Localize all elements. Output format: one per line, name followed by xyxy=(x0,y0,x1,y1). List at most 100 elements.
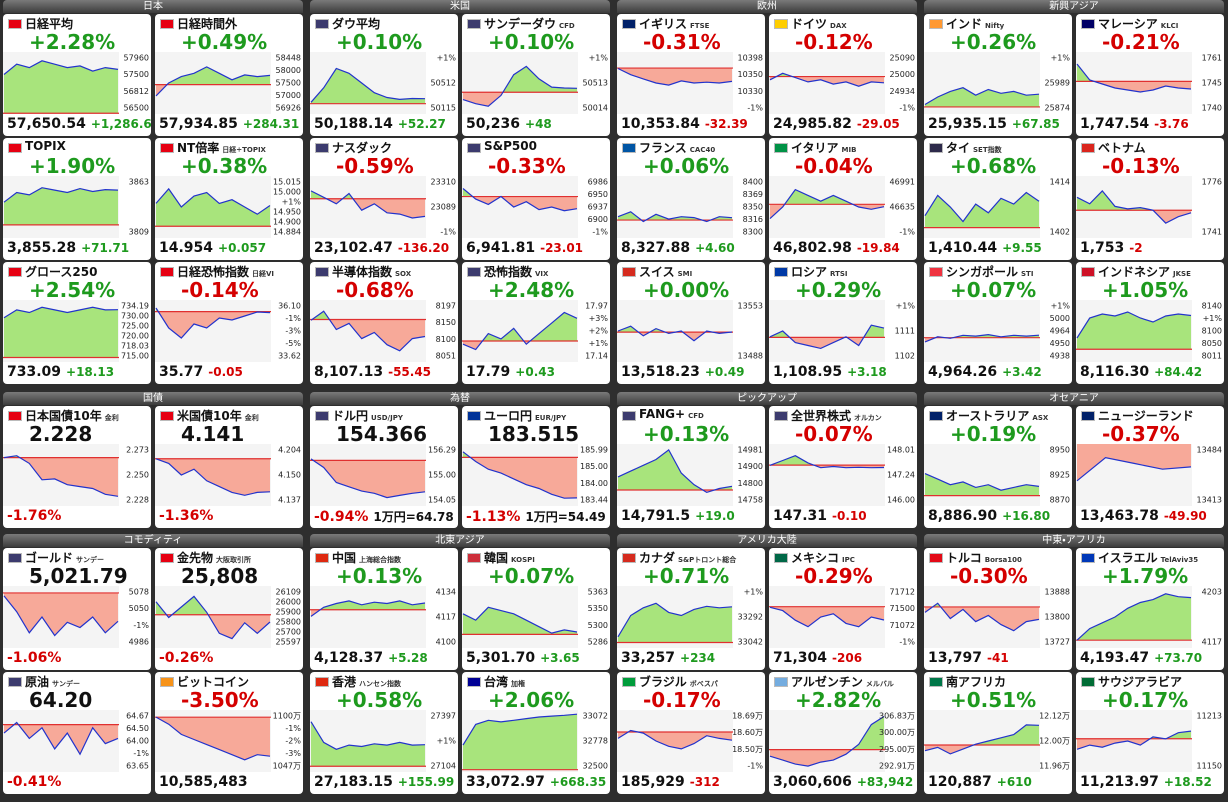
fill-group xyxy=(770,455,814,466)
axis-label: -3% xyxy=(285,327,301,336)
axis-label: 11.96万 xyxy=(1039,762,1070,771)
market-tile[interactable]: 韓国 KOSPI +0.07% 5363 5350 5300 5286 5,301.70 +3.… xyxy=(462,548,610,670)
market-tile[interactable]: イタリア MIB -0.04% 46991 46635 -1% 46,802.98 -19.8… xyxy=(769,138,917,260)
name-row: 原油 サンデー xyxy=(25,673,149,690)
axis-label: 25700 xyxy=(276,628,301,637)
fill-group xyxy=(311,68,425,104)
sparkline-chart: 23310 23089 -1% xyxy=(310,176,456,238)
headline: +0.17% xyxy=(1102,688,1189,712)
market-name: 日経恐怖指数 xyxy=(177,265,250,279)
axis-label: 8870 xyxy=(1050,496,1070,505)
market-tile[interactable]: インドネシア JKSE +1.05% 8140 +1% 8100 8050 8011 8,116… xyxy=(1076,262,1224,384)
market-tile[interactable]: 半導体指数 SOX -0.68% 8197 8150 8100 8051 8,107.13 -5… xyxy=(310,262,458,384)
area-fill xyxy=(463,312,577,342)
sparkline-chart: 12.12万 12.00万 11.96万 xyxy=(924,710,1070,772)
market-tile[interactable]: ベトナム -0.13% 1776 1741 1,753 -2 xyxy=(1076,138,1224,260)
footer: 13,518.23 +0.49 xyxy=(621,364,763,380)
market-tile[interactable]: 香港 ハンセン指数 +0.58% 27397 +1% 27104 27,183.15 +155… xyxy=(310,672,458,794)
market-tile[interactable]: フランス CAC40 +0.06% 8400 8369 8350 8316 8300 8,327… xyxy=(617,138,765,260)
price: 71,304 xyxy=(773,650,828,666)
axis-label: 36.10 xyxy=(278,302,301,311)
market-tile[interactable]: ナスダック -0.59% 23310 23089 -1% 23,102.47 -136.20 xyxy=(310,138,458,260)
market-tile[interactable]: NT倍率 日経÷TOPIX +0.38% 15.015 15.000 +1% 14.950 1… xyxy=(155,138,303,260)
market-tile[interactable]: 日経時間外 +0.49% 58448 58000 57500 57000 56926 57,9… xyxy=(155,14,303,136)
change: +5.28 xyxy=(388,651,428,665)
market-tile[interactable]: ユーロ円 EUR/JPY 183.515 185.99 185.00 184.00 183.… xyxy=(462,406,610,528)
plot xyxy=(617,710,733,772)
axis-label: 11213 xyxy=(1197,712,1222,721)
market-name: ビットコイン xyxy=(177,675,250,689)
name-row: ベトナム xyxy=(1098,139,1222,156)
name-row: サンデーダウ CFD xyxy=(484,15,608,32)
market-tile[interactable]: スイス SMI +0.00% 13553 13488 13,518.23 +0.49 xyxy=(617,262,765,384)
market-tile[interactable]: 米国債10年 金利 4.141 4.204 4.150 4.137 -1.36% xyxy=(155,406,303,528)
market-name: イギリス xyxy=(639,17,688,31)
market-tile[interactable]: メキシコ IPC -0.29% 71712 71500 71072 -1% 71,304 -20… xyxy=(769,548,917,670)
area-fill xyxy=(156,311,270,338)
market-tile[interactable]: FANG+ CFD +0.13% 14981 14900 14800 14758 14,791… xyxy=(617,406,765,528)
footer: -0.26% xyxy=(159,650,301,666)
market-tile[interactable]: サウジアラビア +0.17% 11213 11150 11,213.97 +18.52 xyxy=(1076,672,1224,794)
market-tile[interactable]: ダウ平均 +0.10% +1% 50512 50115 50,188.14 +52.27 xyxy=(310,14,458,136)
headline: -0.30% xyxy=(950,564,1028,588)
market-tile[interactable]: 中国 上海総合指数 +0.13% 4134 4117 4100 4,128.37 +5.28 xyxy=(310,548,458,670)
market-tile[interactable]: TOPIX +1.90% 3863 3809 3,855.28 +71.71 xyxy=(3,138,151,260)
market-tile[interactable]: アルゼンチン メルバル +2.82% 306.83万 300.00万 295.00万 292… xyxy=(769,672,917,794)
market-tile[interactable]: ビットコイン -3.50% 1100万 -1% -2% -3% 1047万 10,585,48… xyxy=(155,672,303,794)
market-tile[interactable]: 金先物 大阪取引所 25,808 26109 26000 25900 25800 25700 2… xyxy=(155,548,303,670)
market-tile[interactable]: ロシア RTSI +0.29% +1% 1111 1102 1,108.95 +3.18 xyxy=(769,262,917,384)
market-tile[interactable]: オーストラリア ASX +0.19% 8950 8925 8870 8,886.90 +16.… xyxy=(924,406,1072,528)
market-tile[interactable]: イスラエル TelAviv35 +1.79% 4203 4117 4,193.47 +73.… xyxy=(1076,548,1224,670)
flag xyxy=(467,143,481,153)
market-tile[interactable]: 日経平均 +2.28% 57960 57500 56812 56500 57,650.54 +… xyxy=(3,14,151,136)
market-name: ゴールド xyxy=(25,551,74,565)
name-row: ドイツ DAX xyxy=(791,15,915,32)
market-tile[interactable]: イギリス FTSE -0.31% 10398 10350 10330 -1% 10,353.8… xyxy=(617,14,765,136)
market-tile[interactable]: タイ SET指数 +0.68% 1414 1402 1,410.44 +9.55 xyxy=(924,138,1072,260)
market-tile[interactable]: インド Nifty +0.26% +1% 25989 25874 25,935.15 +67.… xyxy=(924,14,1072,136)
name-row: 台湾 加権 xyxy=(484,673,608,690)
sparkline-chart: +1% 50512 50115 xyxy=(310,52,456,114)
plot xyxy=(924,586,1040,648)
price: 13,518.23 xyxy=(621,364,700,380)
change: -312 xyxy=(689,775,720,789)
market-tile[interactable]: ニュージーランド -0.37% 13484 13413 13,463.78 -49.90 xyxy=(1076,406,1224,528)
headline: -0.14% xyxy=(181,278,259,302)
market-tile[interactable]: ドイツ DAX -0.12% 25090 25000 24934 -1% 24,985.82-… xyxy=(769,14,917,136)
axis-label: 15.015 xyxy=(273,178,301,187)
price-line xyxy=(924,724,1040,755)
market-tile[interactable]: 台湾 加権 +2.06% 33072 32778 32500 33,072.97 +668.3… xyxy=(462,672,610,794)
market-tile[interactable]: トルコ Borsa100 -0.30% 13888 13800 13727 13,797 -4… xyxy=(924,548,1072,670)
market-tile[interactable]: 恐怖指数 VIX +2.48% 17.97 +3% +2% +1% 17.14 17.79 +0.… xyxy=(462,262,610,384)
sparkline-chart: 8140 +1% 8100 8050 8011 xyxy=(1076,300,1222,362)
axis-label: 26109 xyxy=(276,588,301,597)
plot xyxy=(769,444,885,506)
market-tile[interactable]: マレーシア KLCI -0.21% 1761 1745 1740 1,747.54 -3.76 xyxy=(1076,14,1224,136)
market-tile[interactable]: サンデーダウ CFD +0.10% +1% 50513 50014 50,236 +48 xyxy=(462,14,610,136)
market-tile[interactable]: カナダ S&Pトロント総合 +0.71% +1% 33292 33042 33,257 +23… xyxy=(617,548,765,670)
sparkline-chart: 1100万 -1% -2% -3% 1047万 xyxy=(155,710,301,772)
axis-label: 730.00 xyxy=(121,312,149,321)
market-tile[interactable]: 原油 サンデー 64.20 64.67 64.50 64.00 -1% 63.65 -0.41% xyxy=(3,672,151,794)
axis-label: -1% xyxy=(440,228,456,237)
market-tile[interactable]: ゴールド サンデー 5,021.79 5078 5050 -1% 4986 -1.06% xyxy=(3,548,151,670)
market-tile[interactable]: 全世界株式 オルカン -0.07% 148.01 147.24 146.00 147.31-… xyxy=(769,406,917,528)
price-line xyxy=(310,67,426,103)
axis-label: 8050 xyxy=(1202,339,1222,348)
headline: +1.90% xyxy=(29,154,116,178)
axis-label: 4938 xyxy=(1050,352,1070,361)
market-tile[interactable]: S&P500 -0.33% 6986 6950 6937 6900 -1% 6,941.81-… xyxy=(462,138,610,260)
market-tile[interactable]: 南アフリカ +0.51% 12.12万 12.00万 11.96万 120,887 +610 xyxy=(924,672,1072,794)
market-tile[interactable]: ドル円 USD/JPY 154.366 156.29 155.00 154.05 -0.94… xyxy=(310,406,458,528)
market-tile[interactable]: シンガポール STI +0.07% +1% 5000 4964 4950 4938 4,964.… xyxy=(924,262,1072,384)
footer: 10,353.84 -32.39 xyxy=(621,116,763,132)
headline: +0.07% xyxy=(950,278,1037,302)
market-tile[interactable]: ブラジル ボベスパ -0.17% 18.69万 18.60万 18.50万 -1% 185,9… xyxy=(617,672,765,794)
footer: 13,463.78 -49.90 xyxy=(1080,508,1222,524)
market-tile[interactable]: 日経恐怖指数 日経VI -0.14% 36.10 -1% -3% -5% 33.62 35.77… xyxy=(155,262,303,384)
market-tile[interactable]: グロース250 +2.54% 734.19 730.00 725.00 720.00 718… xyxy=(3,262,151,384)
axis-label: 23310 xyxy=(431,178,456,187)
market-tile[interactable]: 日本国債10年 金利 2.228 2.273 2.250 2.228 -1.76% xyxy=(3,406,151,528)
price: 17.79 xyxy=(466,364,511,380)
price-line xyxy=(462,311,578,351)
